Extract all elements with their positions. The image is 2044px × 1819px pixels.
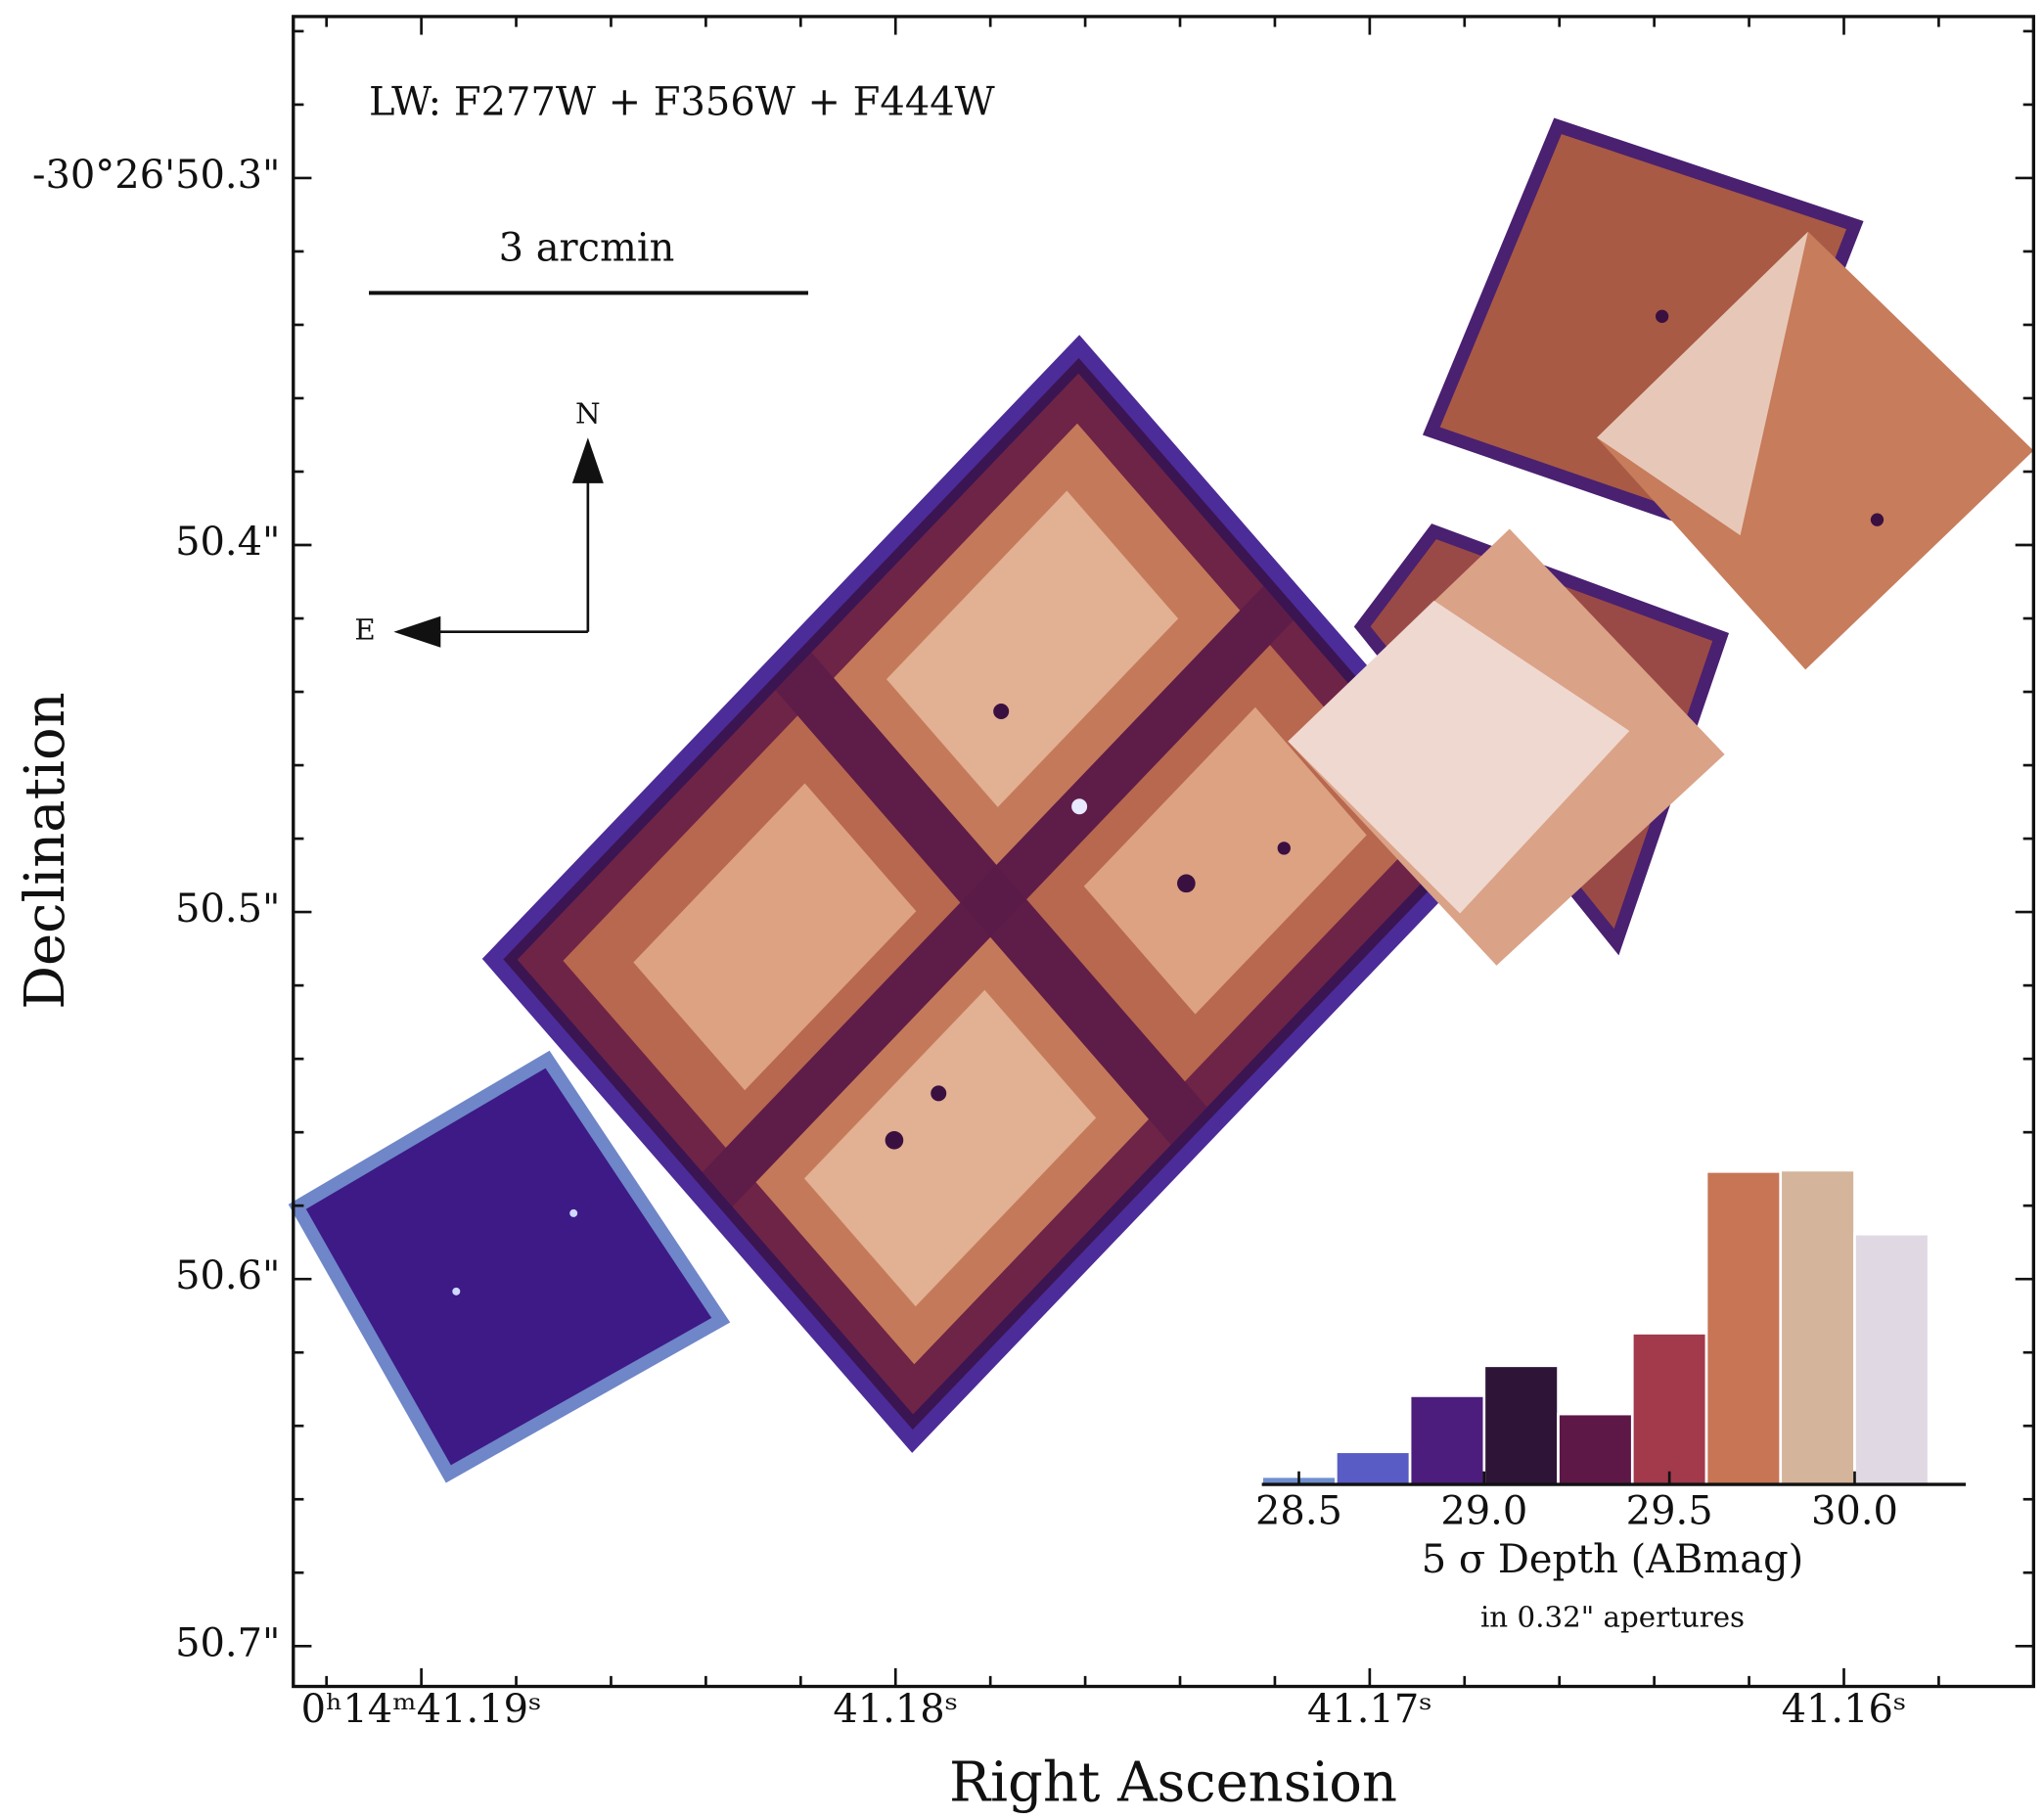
inset-x-label: 5 σ Depth (ABmag): [1422, 1537, 1803, 1582]
chart: LW: F277W + F356W + F444W 3 arcmin N E R…: [0, 0, 2044, 1819]
source: [1278, 841, 1291, 854]
y-tick-label: 50.7": [175, 1620, 280, 1665]
page: {"chart_data": [ {"type": "image", "titl…: [0, 0, 2044, 1819]
source: [569, 1209, 577, 1217]
source: [1071, 798, 1087, 814]
x-tick-label: 41.16ˢ: [1782, 1687, 1907, 1732]
source: [886, 1131, 904, 1150]
source: [452, 1288, 460, 1296]
compass-east-head: [393, 616, 440, 648]
y-tick-label: 50.4": [175, 520, 280, 565]
y-tick-label: 50.6": [175, 1253, 280, 1298]
x-tick-label: 41.18ˢ: [833, 1687, 958, 1732]
source: [1177, 875, 1196, 893]
y-tick-label: -30°26'50.3": [32, 153, 280, 198]
compass-north-head: [572, 437, 604, 483]
histogram-bar: [1336, 1452, 1410, 1484]
inset-x-tick-label: 29.5: [1626, 1489, 1713, 1534]
histogram-bar: [1410, 1395, 1484, 1484]
histogram-bar: [1484, 1366, 1559, 1484]
inset-x-tick-label: 28.5: [1255, 1489, 1342, 1534]
histogram-bar: [1632, 1333, 1706, 1484]
histogram-bar: [1781, 1170, 1855, 1484]
compass-east-label: E: [354, 614, 375, 647]
inset-note: in 0.32" apertures: [1480, 1600, 1745, 1633]
y-axis-label: Declination: [14, 692, 77, 1010]
source: [1871, 513, 1884, 525]
x-axis-label: Right Ascension: [949, 1751, 1397, 1815]
compass-north-label: N: [575, 397, 601, 431]
x-tick-label: 0ʰ14ᵐ41.19ˢ: [301, 1687, 542, 1732]
source: [931, 1085, 946, 1101]
inset-x-tick-label: 29.0: [1440, 1489, 1527, 1534]
scale-bar-label: 3 arcmin: [499, 226, 675, 271]
inset-x-tick-label: 30.0: [1811, 1489, 1898, 1534]
histogram-bar: [1559, 1414, 1633, 1484]
histogram-bar: [1854, 1234, 1929, 1484]
source: [1656, 310, 1668, 323]
y-tick-label: 50.5": [175, 887, 280, 932]
histogram-bar: [1706, 1171, 1781, 1484]
x-tick-label: 41.17ˢ: [1307, 1687, 1432, 1732]
source: [993, 704, 1009, 719]
chart-title: LW: F277W + F356W + F444W: [369, 79, 995, 124]
